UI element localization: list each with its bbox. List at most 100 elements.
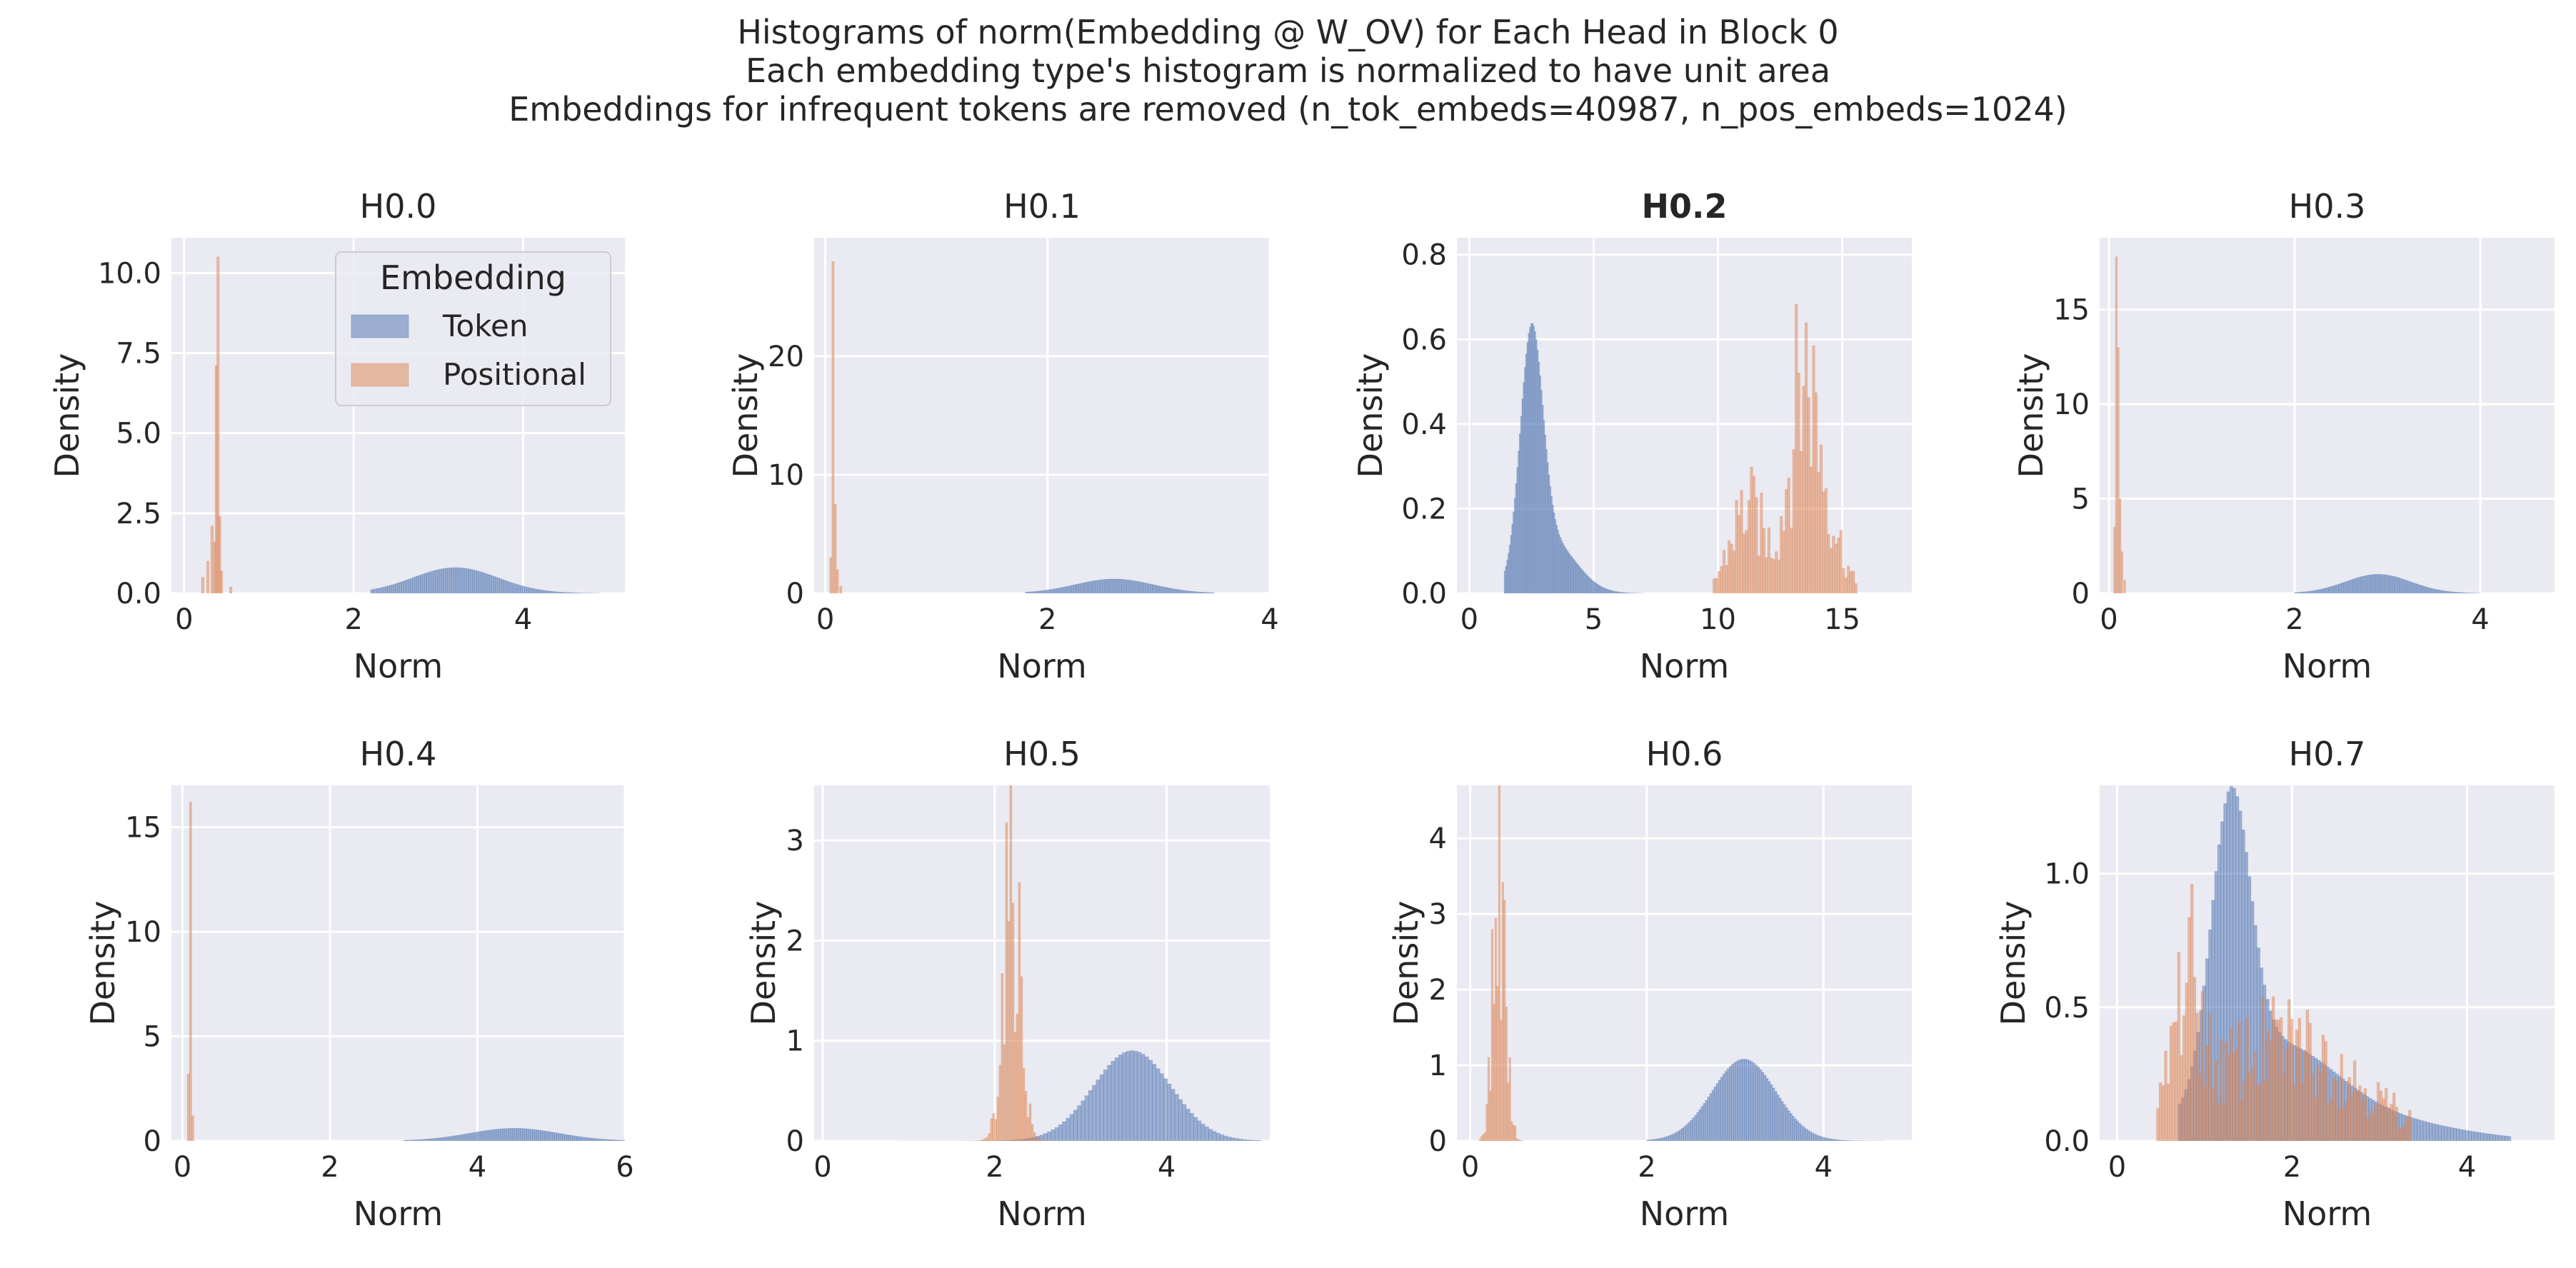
bar-positional xyxy=(1849,570,1853,593)
bar-token xyxy=(393,583,396,593)
bar-token xyxy=(530,1129,533,1141)
bar-token xyxy=(1839,1139,1843,1141)
bar-token xyxy=(1793,1118,1797,1141)
bar-token xyxy=(443,568,446,593)
bar-token xyxy=(1543,420,1545,593)
bar-token xyxy=(2436,589,2439,593)
bar-token xyxy=(2420,1120,2424,1141)
bar-token xyxy=(1748,1060,1752,1141)
bar-token xyxy=(2439,590,2442,593)
x-tick-label: 2 xyxy=(2283,1151,2301,1184)
x-axis-label: Norm xyxy=(1640,647,1729,685)
legend-label-positional: Positional xyxy=(443,357,586,392)
bar-positional xyxy=(1757,555,1761,593)
bar-token xyxy=(1111,1061,1116,1141)
bar-token xyxy=(499,578,502,593)
bars xyxy=(1503,304,1858,593)
bar-token xyxy=(437,1137,441,1141)
panel-title: H0.0 xyxy=(360,187,437,226)
y-tick-label: 0.0 xyxy=(116,578,161,610)
bar-token xyxy=(1733,1062,1736,1141)
bar-positional xyxy=(1847,565,1850,593)
y-axis-label: Density xyxy=(744,901,783,1026)
bar-token xyxy=(476,1132,478,1141)
bar-token xyxy=(1665,1136,1669,1141)
bar-token xyxy=(2351,579,2355,593)
bar-token xyxy=(493,1129,497,1141)
bar-token xyxy=(2447,591,2450,593)
bar-token xyxy=(479,1131,483,1141)
bar-token xyxy=(1552,505,1554,593)
bar-token xyxy=(1713,1086,1717,1141)
bar-positional xyxy=(1794,304,1798,593)
bar-positional xyxy=(1817,471,1820,593)
bar-token xyxy=(1755,1065,1758,1141)
bar-positional xyxy=(1001,973,1004,1141)
bar-token xyxy=(2336,584,2339,593)
x-tick-label: 0 xyxy=(816,603,834,636)
bar-token xyxy=(1186,1108,1191,1141)
bar-positional xyxy=(1809,466,1813,593)
bar-token xyxy=(1761,1072,1765,1141)
y-axis-label: Density xyxy=(1351,353,1390,478)
bar-positional xyxy=(1772,559,1775,593)
bar-token xyxy=(447,568,451,593)
bar-positional xyxy=(1842,568,1845,593)
bar-token xyxy=(513,583,517,593)
bar-positional xyxy=(1752,476,1756,593)
bar-token xyxy=(496,1129,498,1141)
bar-token xyxy=(1740,1059,1743,1141)
bar-token xyxy=(1536,349,1539,593)
bar-token xyxy=(456,1135,458,1141)
x-tick-label: 4 xyxy=(1158,1151,1176,1184)
bar-token xyxy=(1753,1062,1756,1141)
bar-token xyxy=(1062,1121,1067,1141)
legend-swatch-positional xyxy=(351,363,409,387)
bar-token xyxy=(384,586,388,593)
bars xyxy=(201,256,600,593)
bar-positional xyxy=(2287,999,2291,1141)
bar-token xyxy=(1077,1105,1082,1141)
x-axis-label: Norm xyxy=(354,647,443,685)
bar-token xyxy=(2417,1119,2421,1141)
bar-token xyxy=(1789,1113,1793,1141)
bar-token xyxy=(449,567,452,593)
legend-label-token: Token xyxy=(442,308,528,343)
bar-positional xyxy=(1804,322,1808,593)
y-tick-label: 0.5 xyxy=(2044,992,2090,1025)
bar-token xyxy=(610,1139,613,1141)
bar-token xyxy=(1129,1050,1134,1141)
bar-positional xyxy=(2156,1108,2160,1141)
bar-token xyxy=(471,1132,475,1141)
bar-token xyxy=(407,1139,411,1141)
bar-token xyxy=(503,1128,507,1141)
y-axis-label: Density xyxy=(48,353,86,478)
bar-token xyxy=(463,568,467,593)
bar-positional xyxy=(2180,1055,2183,1141)
bar-positional xyxy=(1009,785,1013,1141)
bar-token xyxy=(580,1137,583,1141)
bar-token xyxy=(1744,1059,1747,1141)
bar-token xyxy=(2383,574,2387,593)
bar-token xyxy=(2410,582,2413,593)
bar-token xyxy=(1613,590,1616,593)
bar-token xyxy=(1646,1139,1650,1141)
bar-token xyxy=(2432,1123,2436,1141)
bar-positional xyxy=(2253,1051,2257,1141)
bar-token xyxy=(459,568,463,593)
bar-positional xyxy=(2300,1082,2304,1141)
y-tick-label: 0 xyxy=(144,1125,161,1158)
bar-token xyxy=(618,1139,621,1141)
bar-positional xyxy=(2169,1025,2173,1141)
bar-token xyxy=(1735,1061,1738,1141)
bar-token xyxy=(1219,1134,1224,1141)
bar-token xyxy=(1573,560,1575,593)
series-positional xyxy=(1713,304,1858,593)
bar-token xyxy=(2507,1136,2512,1141)
bar-token xyxy=(1133,1050,1138,1141)
bar-token xyxy=(542,1130,545,1141)
bar-token xyxy=(1088,1090,1093,1141)
bar-token xyxy=(1833,1139,1836,1141)
y-tick-label: 1 xyxy=(786,1025,804,1058)
bar-token xyxy=(526,587,529,593)
